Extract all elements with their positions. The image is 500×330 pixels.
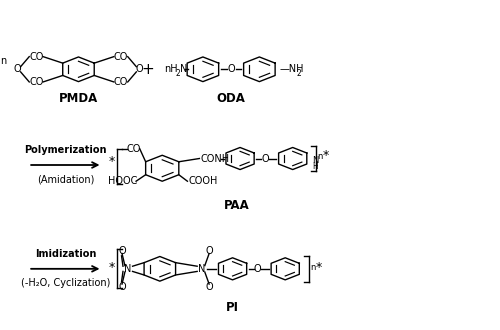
Text: N: N <box>124 264 132 274</box>
Text: O: O <box>261 153 269 163</box>
Text: CO: CO <box>114 51 128 62</box>
Text: PAA: PAA <box>224 199 250 212</box>
Text: CONH: CONH <box>200 153 230 163</box>
Text: 2: 2 <box>176 69 180 78</box>
Text: N: N <box>198 264 205 274</box>
Text: CO: CO <box>126 144 140 154</box>
Text: O: O <box>118 282 126 292</box>
Text: CO: CO <box>29 51 43 62</box>
Text: *: * <box>322 149 328 162</box>
Text: n: n <box>318 152 323 161</box>
Text: Polymerization: Polymerization <box>24 146 107 155</box>
Text: CO: CO <box>114 77 128 87</box>
Text: 2: 2 <box>296 69 302 78</box>
Text: ODA: ODA <box>216 92 246 105</box>
Text: O: O <box>136 64 143 74</box>
Text: —NH: —NH <box>280 64 304 74</box>
Text: *: * <box>109 261 115 274</box>
Text: (Amidation): (Amidation) <box>37 175 94 184</box>
Text: HOOC: HOOC <box>108 176 138 186</box>
Text: O: O <box>206 282 213 292</box>
Text: n: n <box>310 263 316 272</box>
Text: PI: PI <box>226 301 238 314</box>
Text: nH: nH <box>164 64 178 74</box>
Text: *: * <box>109 155 115 168</box>
Text: n: n <box>0 56 6 66</box>
Text: O: O <box>206 246 213 256</box>
Text: *: * <box>316 261 322 274</box>
Text: CO: CO <box>29 77 43 87</box>
Text: O: O <box>254 264 262 274</box>
Text: Imidization: Imidization <box>35 249 96 259</box>
Text: O: O <box>228 64 235 74</box>
Text: (-H₂O, Cyclization): (-H₂O, Cyclization) <box>21 279 110 288</box>
Text: COOH: COOH <box>188 176 218 186</box>
Text: N: N <box>180 64 188 74</box>
Text: O: O <box>14 64 21 74</box>
Text: N: N <box>312 156 318 165</box>
Text: +: + <box>142 62 154 77</box>
Text: O: O <box>118 246 126 256</box>
Text: PMDA: PMDA <box>59 92 98 105</box>
Text: H: H <box>312 162 318 171</box>
